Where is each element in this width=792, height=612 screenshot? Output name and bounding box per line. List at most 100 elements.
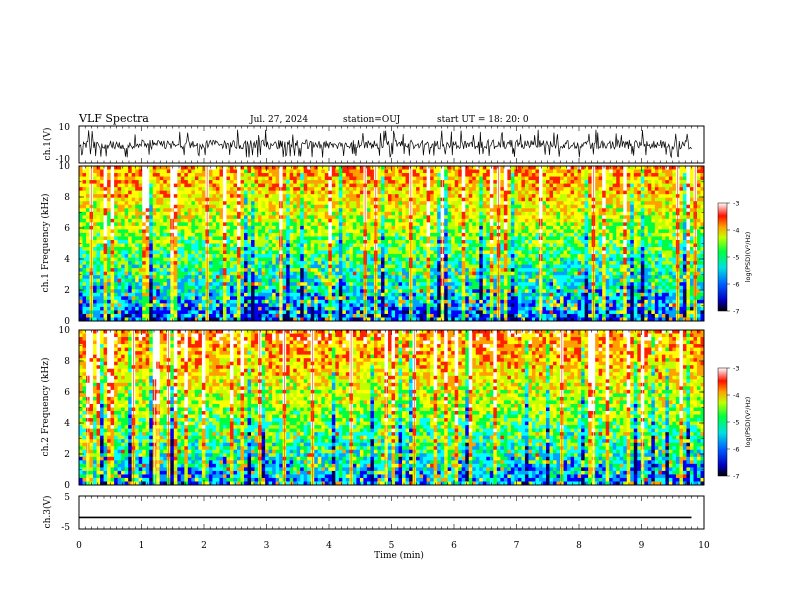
heatmap-cell bbox=[686, 173, 691, 177]
heatmap-cell bbox=[398, 239, 403, 244]
heatmap-cell bbox=[623, 232, 628, 237]
heatmap-cell bbox=[679, 194, 684, 199]
heatmap-cell bbox=[135, 229, 140, 234]
heatmap-cell bbox=[184, 169, 189, 174]
heatmap-cell bbox=[689, 236, 694, 241]
heatmap-cell bbox=[184, 208, 189, 213]
heatmap-cell bbox=[79, 176, 83, 181]
heatmap-cell bbox=[233, 250, 238, 255]
heatmap-cell bbox=[609, 239, 614, 244]
heatmap-cell bbox=[156, 166, 161, 170]
heatmap-cell bbox=[535, 257, 540, 262]
heatmap-cell bbox=[535, 254, 540, 258]
heatmap-cell bbox=[468, 197, 473, 202]
heatmap-cell bbox=[598, 180, 603, 185]
heatmap-cell bbox=[472, 250, 477, 255]
heatmap-cell bbox=[661, 176, 666, 181]
heatmap-cell bbox=[475, 169, 480, 174]
heatmap-cell bbox=[665, 187, 670, 192]
heatmap-cell bbox=[419, 180, 424, 185]
heatmap-cell bbox=[500, 169, 505, 174]
heatmap-cell bbox=[156, 169, 161, 174]
heatmap-cell bbox=[237, 166, 241, 170]
heatmap-cell bbox=[208, 187, 213, 192]
heatmap-cell bbox=[595, 218, 600, 223]
heatmap-cell bbox=[574, 250, 578, 255]
heatmap-cell bbox=[366, 169, 371, 174]
heatmap-cell bbox=[149, 257, 154, 262]
heatmap-cell bbox=[296, 197, 301, 202]
heatmap-cell bbox=[356, 201, 361, 206]
heatmap-cell bbox=[335, 173, 340, 177]
heatmap-cell bbox=[510, 225, 515, 230]
heatmap-cell bbox=[254, 180, 259, 185]
heatmap-cell bbox=[307, 239, 312, 244]
heatmap-cell bbox=[416, 254, 420, 258]
heatmap-cell bbox=[96, 180, 101, 185]
heatmap-cell bbox=[637, 225, 642, 230]
heatmap-cell bbox=[612, 215, 617, 220]
heatmap-cell bbox=[349, 201, 354, 206]
heatmap-cell bbox=[187, 201, 192, 206]
heatmap-cell bbox=[121, 250, 126, 255]
heatmap-cell bbox=[524, 197, 529, 202]
heatmap-cell bbox=[644, 232, 649, 237]
heatmap-cell bbox=[328, 239, 333, 244]
heatmap-cell bbox=[261, 229, 266, 234]
heatmap-cell bbox=[489, 180, 494, 185]
heatmap-cell bbox=[258, 257, 262, 262]
heatmap-cell bbox=[549, 204, 554, 209]
heatmap-cell bbox=[331, 215, 336, 220]
heatmap-cell bbox=[570, 208, 575, 213]
heatmap-cell bbox=[672, 247, 677, 251]
heatmap-cell bbox=[588, 218, 593, 223]
heatmap-cell bbox=[391, 222, 396, 227]
heatmap-cell bbox=[128, 173, 133, 177]
heatmap-cell bbox=[265, 236, 270, 241]
heatmap-cell bbox=[563, 197, 568, 202]
heatmap-cell bbox=[454, 239, 459, 244]
heatmap-cell bbox=[416, 243, 420, 248]
heatmap-cell bbox=[194, 173, 199, 177]
heatmap-cell bbox=[433, 190, 438, 195]
heatmap-cell bbox=[359, 204, 364, 209]
heatmap-cell bbox=[472, 169, 477, 174]
heatmap-cell bbox=[584, 176, 589, 181]
heatmap-cell bbox=[542, 194, 547, 199]
heatmap-cell bbox=[510, 187, 515, 192]
heatmap-cell bbox=[665, 222, 670, 227]
heatmap-cell bbox=[229, 247, 234, 251]
heatmap-cell bbox=[465, 215, 470, 220]
heatmap-cell bbox=[700, 166, 705, 170]
heatmap-cell bbox=[142, 229, 147, 234]
heatmap-cell bbox=[595, 204, 600, 209]
heatmap-cell bbox=[198, 176, 203, 181]
heatmap-cell bbox=[163, 243, 168, 248]
heatmap-cell bbox=[679, 176, 684, 181]
heatmap-cell bbox=[149, 225, 154, 230]
heatmap-cell bbox=[79, 218, 83, 223]
heatmap-cell bbox=[226, 197, 231, 202]
heatmap-cell bbox=[208, 180, 213, 185]
heatmap-cell bbox=[219, 190, 224, 195]
heatmap-cell bbox=[110, 257, 115, 262]
heatmap-cell bbox=[286, 194, 291, 199]
heatmap-cell bbox=[531, 218, 536, 223]
heatmap-cell bbox=[521, 190, 526, 195]
heatmap-cell bbox=[524, 211, 529, 216]
heatmap-cell bbox=[219, 222, 224, 227]
heatmap-cell bbox=[244, 208, 248, 213]
heatmap-cell bbox=[437, 239, 442, 244]
heatmap-cell bbox=[405, 243, 410, 248]
heatmap-cell bbox=[549, 197, 554, 202]
heatmap-cell bbox=[359, 222, 364, 227]
heatmap-cell bbox=[416, 204, 420, 209]
heatmap-cell bbox=[233, 204, 238, 209]
heatmap-cell bbox=[215, 254, 220, 258]
heatmap-cell bbox=[395, 180, 399, 185]
heatmap-cell bbox=[486, 247, 491, 251]
heatmap-cell bbox=[451, 190, 456, 195]
heatmap-cell bbox=[584, 239, 589, 244]
heatmap-cell bbox=[402, 211, 406, 216]
heatmap-cell bbox=[517, 190, 522, 195]
